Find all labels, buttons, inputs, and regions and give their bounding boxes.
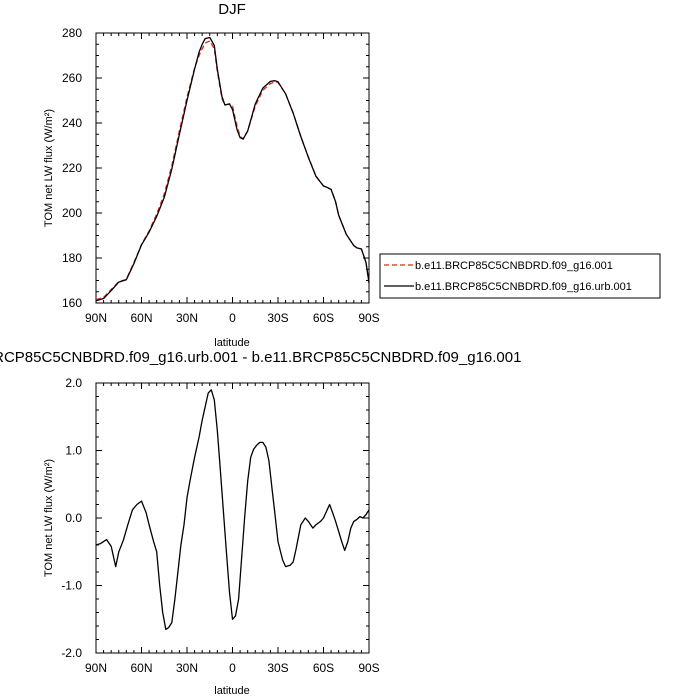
- plot-area-top: 90N 60N 30N 0 30S 60S 90S 160 180 200 220 240 260 28…: [62, 26, 380, 325]
- chart-title: DJF: [218, 1, 246, 18]
- legend-label-series-2: b.e11.BRCP85C5CNBDRD.f09_g16.urb.001: [415, 281, 632, 293]
- x-tick-label: 60N: [130, 311, 152, 325]
- legend: b.e11.BRCP85C5CNBDRD.f09_g16.001 b.e11.B…: [379, 253, 661, 299]
- x-tick-label: 60S: [313, 661, 334, 675]
- x-tick-labels: 90N 60N 30N 0 30S 60S 90S: [85, 661, 380, 675]
- y-tick-label: 180: [62, 251, 82, 265]
- legend-label-series-1: b.e11.BRCP85C5CNBDRD.f09_g16.001: [415, 260, 613, 272]
- x-tick-label: 90S: [358, 661, 379, 675]
- x-tick-label: 30N: [176, 661, 198, 675]
- y-tick-label: 260: [62, 71, 82, 85]
- series-lines: [95, 389, 370, 631]
- x-tick-label: 90S: [358, 311, 379, 325]
- y-tick-label: 2.0: [65, 376, 82, 390]
- y-tick-label: 0.0: [65, 511, 82, 525]
- y-axis-label: TOM net LW flux (W/m²): [43, 459, 55, 577]
- x-tick-label: 30S: [267, 661, 288, 675]
- x-tick-label: 90N: [85, 661, 107, 675]
- y-tick-label: 240: [62, 116, 82, 130]
- x-axis-label: latitude: [214, 337, 249, 349]
- plot-frame: [95, 382, 370, 654]
- x-tick-label: 60N: [130, 661, 152, 675]
- y-tick-labels: -2.0 -1.0 0.0 1.0 2.0: [61, 376, 82, 660]
- panel-djf: DJF 90N 60N 30N 0 30S 60S 90S 160 180 200 220 240 2…: [43, 1, 661, 349]
- series-line-1: [95, 40, 370, 301]
- x-tick-label: 90N: [85, 311, 107, 325]
- y-tick-label: 1.0: [65, 444, 82, 458]
- plot-area-bottom: 90N 60N 30N 0 30S 60S 90S -2.0 -1.0 0.0 1.0 2.0: [61, 376, 379, 675]
- x-tick-label: 60S: [313, 311, 334, 325]
- y-tick-label: 200: [62, 206, 82, 220]
- tick-marks: [95, 32, 370, 304]
- series-lines: [95, 36, 370, 302]
- y-axis-label: TOM net LW flux (W/m²): [43, 109, 55, 227]
- x-tick-label: 0: [229, 311, 236, 325]
- series-line-1: [95, 389, 370, 631]
- series-line-2: [95, 36, 370, 302]
- x-tick-label: 0: [229, 661, 236, 675]
- tick-marks: [95, 382, 370, 654]
- x-tick-label: 30N: [176, 311, 198, 325]
- x-tick-labels: 90N 60N 30N 0 30S 60S 90S: [85, 311, 380, 325]
- y-tick-labels: 160 180 200 220 240 260 280: [62, 26, 82, 310]
- y-tick-label: -2.0: [61, 646, 82, 660]
- y-tick-label: 220: [62, 161, 82, 175]
- legend-box: [379, 253, 661, 299]
- x-axis-label: latitude: [214, 685, 249, 697]
- y-tick-label: -1.0: [61, 579, 82, 593]
- panel-difference: b.e11.BRCP85C5CNBDRD.f09_g16.urb.001 - b…: [0, 349, 521, 697]
- y-tick-label: 160: [62, 296, 82, 310]
- chart-title: b.e11.BRCP85C5CNBDRD.f09_g16.urb.001 - b…: [0, 349, 521, 366]
- x-tick-label: 30S: [267, 311, 288, 325]
- plot-frame: [95, 32, 370, 304]
- y-tick-label: 280: [62, 26, 82, 40]
